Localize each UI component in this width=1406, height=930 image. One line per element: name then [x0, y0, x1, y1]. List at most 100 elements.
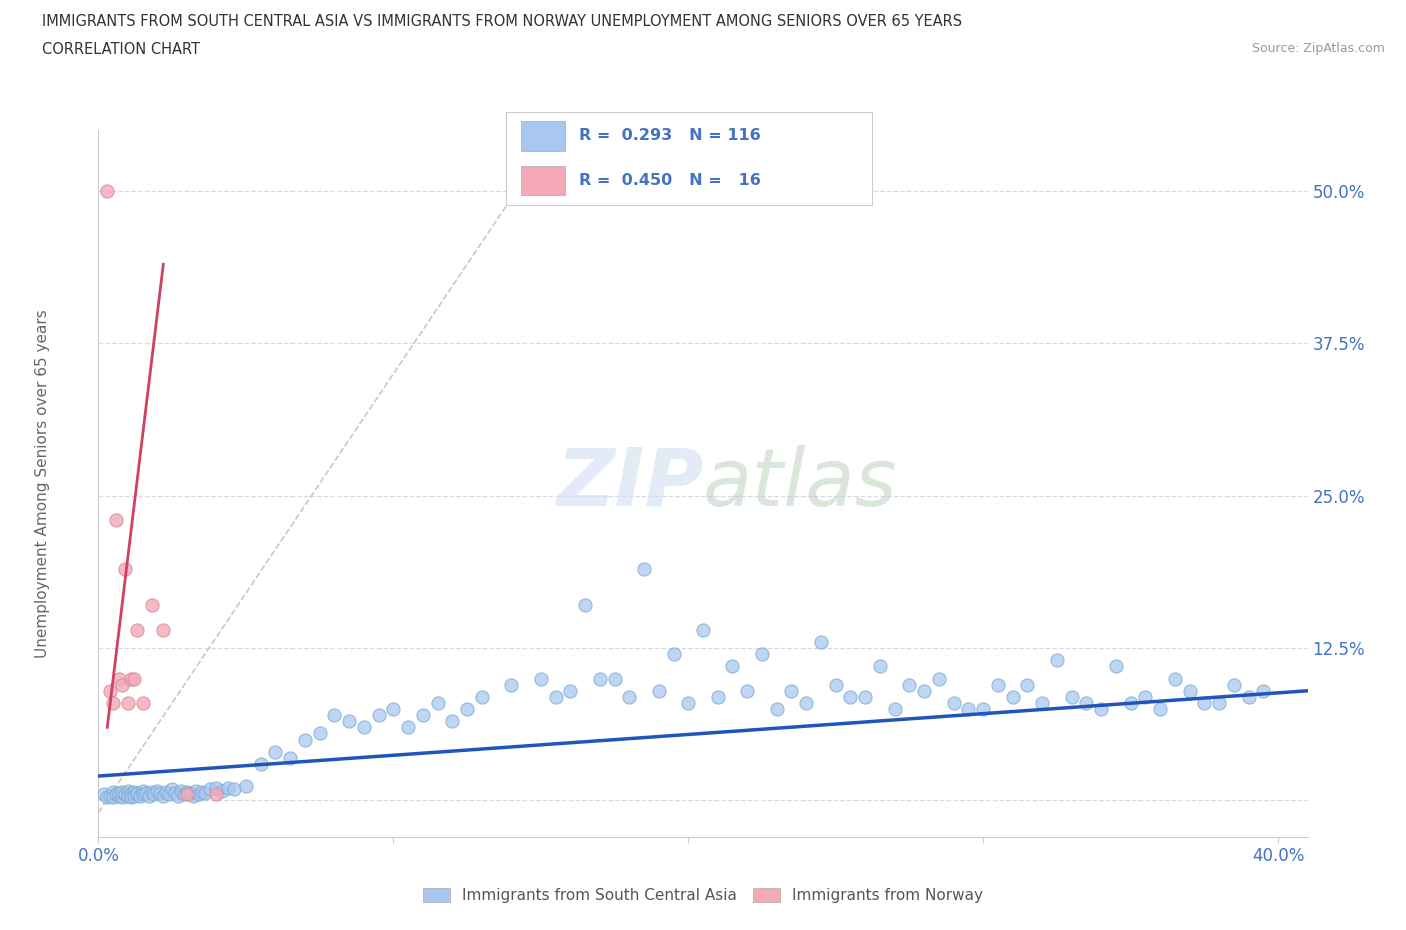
Point — [619, 689, 641, 704]
Point — [1105, 659, 1128, 674]
Point — [143, 787, 166, 802]
Point — [117, 696, 139, 711]
Point — [765, 701, 787, 716]
Point — [194, 786, 217, 801]
Point — [294, 732, 316, 747]
Point — [337, 714, 360, 729]
Point — [1237, 689, 1260, 704]
Point — [149, 786, 172, 801]
Text: ZIP: ZIP — [555, 445, 703, 523]
Point — [93, 787, 115, 802]
Point — [308, 726, 330, 741]
Point — [181, 788, 204, 803]
Point — [1076, 696, 1098, 711]
Point — [114, 787, 136, 802]
Point — [1164, 671, 1187, 686]
Point — [205, 781, 228, 796]
Point — [190, 785, 212, 800]
Point — [1149, 701, 1171, 716]
Point — [1119, 696, 1142, 711]
Point — [426, 696, 449, 711]
Point — [160, 782, 183, 797]
Point — [131, 787, 153, 802]
Point — [382, 701, 405, 716]
Point — [135, 786, 157, 801]
Point — [122, 788, 145, 803]
Point — [165, 786, 187, 801]
Point — [98, 788, 121, 803]
Point — [353, 720, 375, 735]
Point — [1194, 696, 1216, 711]
Point — [1135, 689, 1157, 704]
Point — [633, 562, 655, 577]
Point — [101, 785, 124, 800]
Point — [396, 720, 419, 735]
Point — [1060, 689, 1083, 704]
Point — [101, 696, 124, 711]
Point — [928, 671, 950, 686]
Point — [869, 659, 891, 674]
Point — [117, 783, 139, 798]
Point — [211, 783, 233, 798]
Point — [839, 689, 862, 704]
Bar — [520, 121, 565, 151]
Point — [751, 646, 773, 661]
Point — [412, 708, 434, 723]
Point — [187, 787, 209, 802]
Point — [1017, 677, 1039, 692]
Text: R =  0.450   N =   16: R = 0.450 N = 16 — [579, 173, 761, 188]
Point — [501, 677, 523, 692]
Text: atlas: atlas — [703, 445, 898, 523]
Point — [111, 790, 134, 804]
Point — [735, 684, 758, 698]
Point — [125, 786, 148, 801]
Point — [662, 646, 685, 661]
Point — [824, 677, 846, 692]
Point — [912, 684, 935, 698]
Point — [141, 785, 163, 800]
Point — [780, 684, 803, 698]
Point — [96, 790, 118, 804]
Legend: Immigrants from South Central Asia, Immigrants from Norway: Immigrants from South Central Asia, Immi… — [415, 881, 991, 910]
Point — [323, 708, 346, 723]
Point — [173, 787, 195, 802]
Point — [157, 787, 180, 802]
Point — [1031, 696, 1053, 711]
Y-axis label: Unemployment Among Seniors over 65 years: Unemployment Among Seniors over 65 years — [35, 309, 49, 658]
Point — [120, 790, 142, 804]
Point — [898, 677, 921, 692]
Point — [264, 744, 287, 759]
Point — [456, 701, 478, 716]
Point — [589, 671, 612, 686]
Point — [111, 677, 134, 692]
Point — [108, 786, 131, 801]
Point — [176, 787, 198, 802]
Point — [108, 788, 131, 803]
Point — [98, 684, 121, 698]
Point — [111, 785, 134, 800]
Bar — [520, 166, 565, 195]
Text: R =  0.293   N = 116: R = 0.293 N = 116 — [579, 128, 761, 143]
Point — [441, 714, 464, 729]
Point — [108, 671, 131, 686]
Point — [125, 787, 148, 802]
Point — [249, 756, 271, 771]
Point — [146, 783, 169, 798]
Point — [530, 671, 553, 686]
Point — [222, 782, 245, 797]
Point — [972, 701, 994, 716]
Point — [560, 684, 582, 698]
Point — [603, 671, 626, 686]
Point — [544, 689, 567, 704]
Point — [1253, 684, 1275, 698]
Point — [1046, 653, 1069, 668]
Point — [217, 781, 239, 796]
Point — [138, 788, 160, 803]
Point — [794, 696, 817, 711]
Point — [205, 787, 228, 802]
Point — [1090, 701, 1112, 716]
Point — [853, 689, 876, 704]
Point — [117, 788, 139, 803]
Point — [101, 790, 124, 804]
Point — [155, 785, 177, 800]
